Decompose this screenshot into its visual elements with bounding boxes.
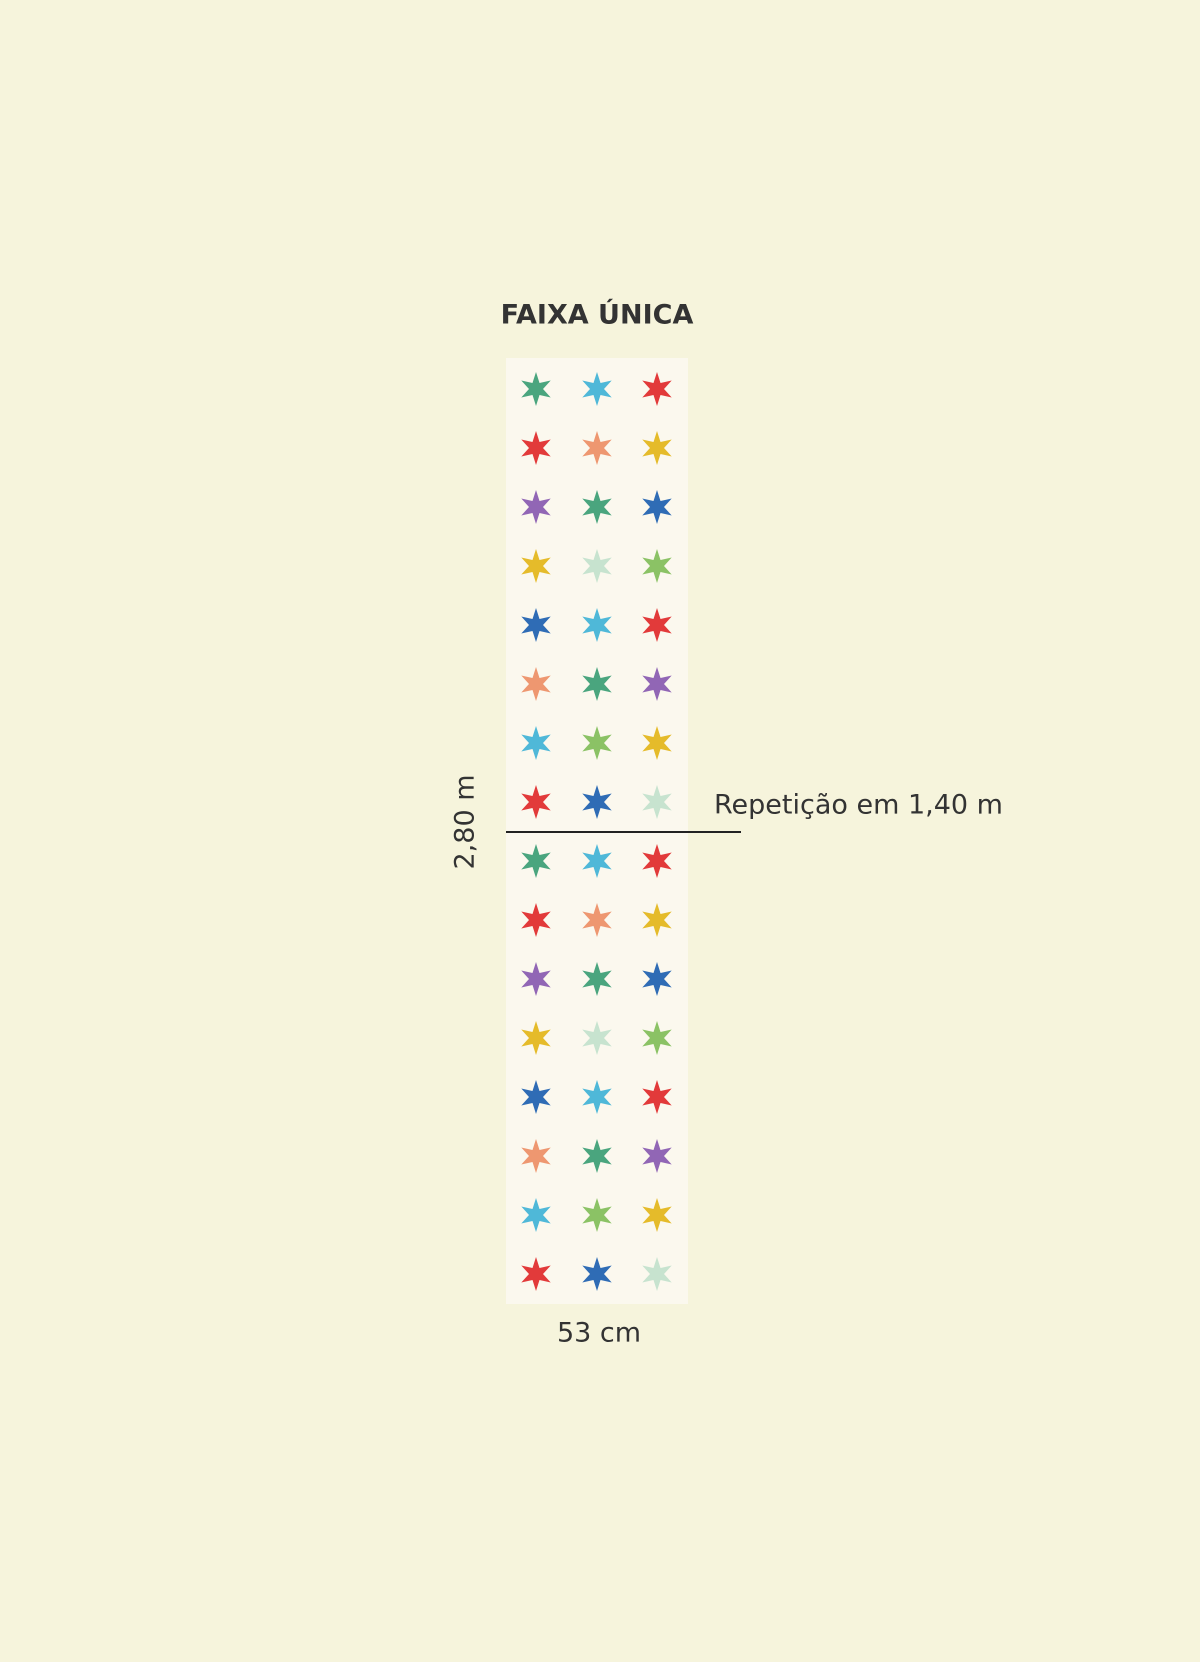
width-label: 53 cm — [557, 1318, 641, 1349]
star — [642, 372, 672, 406]
star — [642, 549, 672, 583]
star — [521, 1198, 551, 1232]
star — [582, 1257, 612, 1291]
star-pattern — [521, 372, 672, 1291]
title: FAIXA ÚNICA — [501, 299, 694, 331]
star — [582, 490, 612, 524]
star — [521, 549, 551, 583]
star — [642, 1257, 672, 1291]
star — [521, 490, 551, 524]
star — [642, 1139, 672, 1173]
star — [642, 903, 672, 937]
star — [642, 1080, 672, 1114]
star — [642, 1198, 672, 1232]
star — [521, 1080, 551, 1114]
star — [521, 785, 551, 819]
star — [642, 962, 672, 996]
star — [582, 785, 612, 819]
star — [582, 962, 612, 996]
star — [521, 431, 551, 465]
star — [582, 667, 612, 701]
star — [582, 726, 612, 760]
height-label: 2,80 m — [450, 774, 481, 869]
star — [521, 1139, 551, 1173]
star — [582, 608, 612, 642]
star — [642, 608, 672, 642]
star — [642, 490, 672, 524]
star — [582, 372, 612, 406]
star — [521, 962, 551, 996]
star — [642, 726, 672, 760]
star — [521, 726, 551, 760]
star — [642, 1021, 672, 1055]
star — [642, 844, 672, 878]
star — [582, 1021, 612, 1055]
star — [582, 844, 612, 878]
star — [521, 667, 551, 701]
star — [642, 431, 672, 465]
star — [582, 549, 612, 583]
star — [521, 1021, 551, 1055]
star — [582, 1080, 612, 1114]
star — [582, 1139, 612, 1173]
star — [521, 903, 551, 937]
star — [582, 903, 612, 937]
star — [521, 844, 551, 878]
star — [521, 372, 551, 406]
star — [642, 667, 672, 701]
star — [521, 1257, 551, 1291]
star — [582, 431, 612, 465]
repeat-label: Repetição em 1,40 m — [714, 790, 1003, 821]
star — [521, 608, 551, 642]
star — [642, 785, 672, 819]
star — [582, 1198, 612, 1232]
